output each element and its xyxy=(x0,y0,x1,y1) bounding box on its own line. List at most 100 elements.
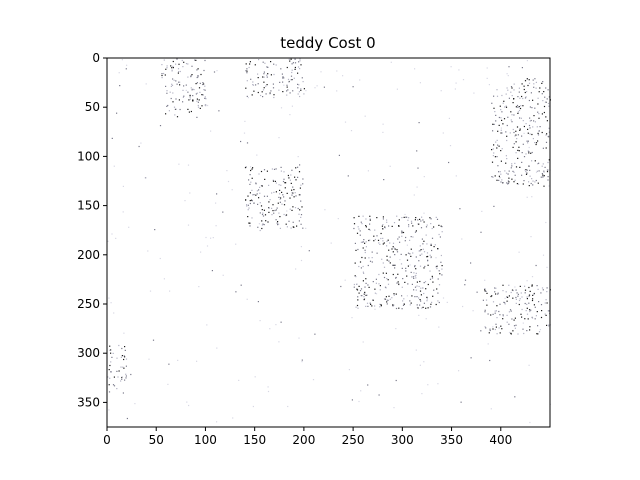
heatmap-cell xyxy=(182,96,184,98)
heatmap-cell xyxy=(272,204,274,206)
heatmap-cell xyxy=(537,288,539,290)
heatmap-cell xyxy=(433,246,435,248)
heatmap-cell xyxy=(547,89,549,91)
heatmap-cell xyxy=(283,213,285,216)
heatmap-cell xyxy=(422,306,424,308)
heatmap-cell xyxy=(523,132,525,134)
heatmap-cell xyxy=(515,106,517,108)
heatmap-cell xyxy=(548,159,550,161)
heatmap-cell xyxy=(524,292,526,294)
heatmap-cell xyxy=(534,121,536,123)
heatmap-cell xyxy=(172,101,174,103)
heatmap-cell xyxy=(437,278,439,280)
x-tick-label: 100 xyxy=(194,433,217,447)
heatmap-cell xyxy=(417,167,419,169)
heatmap-cell xyxy=(392,246,394,248)
heatmap-cell xyxy=(363,239,365,241)
heatmap-cell xyxy=(548,127,550,129)
heatmap-cell xyxy=(170,97,172,100)
heatmap-cell xyxy=(430,244,432,246)
heatmap-cell xyxy=(356,283,358,285)
heatmap-cell xyxy=(386,303,388,305)
heatmap-cell xyxy=(292,206,294,208)
heatmap-cell xyxy=(394,254,396,256)
heatmap-cell xyxy=(330,242,332,244)
heatmap-cell xyxy=(356,232,359,234)
heatmap-cell xyxy=(276,207,278,209)
heatmap-cell xyxy=(299,95,301,98)
heatmap-cell xyxy=(261,91,263,93)
heatmap-cell xyxy=(281,73,283,75)
heatmap-cell xyxy=(500,127,502,129)
heatmap-cell xyxy=(395,307,398,310)
heatmap-cell xyxy=(506,314,508,316)
heatmap-cell xyxy=(485,299,488,301)
heatmap-cell xyxy=(168,110,170,112)
heatmap-cell xyxy=(258,197,260,199)
heatmap-cell xyxy=(430,303,432,305)
heatmap-cell xyxy=(261,224,263,226)
heatmap-cell xyxy=(196,69,198,71)
heatmap-cell xyxy=(188,404,190,407)
heatmap-cell xyxy=(124,379,126,381)
heatmap-cell xyxy=(534,318,536,320)
heatmap-cell xyxy=(383,266,386,268)
heatmap-cell xyxy=(268,207,270,209)
heatmap-cell xyxy=(393,294,395,296)
heatmap-cell xyxy=(401,231,403,233)
y-tick-label: 350 xyxy=(77,395,100,409)
heatmap-cell xyxy=(492,155,494,157)
heatmap-cell xyxy=(480,231,482,233)
heatmap-cell xyxy=(112,384,115,386)
heatmap-cell xyxy=(247,209,249,211)
heatmap-cell xyxy=(195,93,197,95)
heatmap-cell xyxy=(425,234,427,236)
heatmap-cell xyxy=(204,104,206,106)
heatmap-cell xyxy=(238,379,240,381)
heatmap-cell xyxy=(442,132,444,134)
heatmap-cell xyxy=(392,304,394,306)
heatmap-cell xyxy=(231,189,233,191)
heatmap-cell xyxy=(410,255,412,257)
heatmap-cell xyxy=(522,183,524,185)
heatmap-cell xyxy=(501,132,503,134)
heatmap-cell xyxy=(415,217,417,219)
heatmap-cell xyxy=(360,241,362,243)
heatmap-cell xyxy=(247,216,249,218)
heatmap-cell xyxy=(524,302,526,305)
heatmap-cell xyxy=(376,235,378,237)
heatmap-cell xyxy=(516,126,519,128)
heatmap-cell xyxy=(459,208,461,210)
heatmap-cell xyxy=(267,221,269,223)
heatmap-cell xyxy=(494,287,496,289)
heatmap-cell xyxy=(295,268,297,270)
heatmap-cell xyxy=(204,85,206,87)
heatmap-cell xyxy=(187,108,189,110)
heatmap-cell xyxy=(500,325,502,327)
plot-frame xyxy=(106,57,551,428)
y-tick-label: 300 xyxy=(77,346,100,360)
heatmap-cell xyxy=(194,59,196,61)
heatmap-cell xyxy=(523,332,525,335)
heatmap-cell xyxy=(498,175,500,177)
heatmap-cell xyxy=(266,75,268,77)
heatmap-cell xyxy=(291,71,293,74)
heatmap-cell xyxy=(533,83,535,85)
heatmap-cell xyxy=(257,301,259,303)
heatmap-cell xyxy=(358,292,360,294)
heatmap-cell xyxy=(262,215,265,217)
heatmap-cell xyxy=(432,281,434,283)
x-tick-label: 400 xyxy=(489,433,512,447)
heatmap-cell xyxy=(166,105,168,107)
heatmap-cell xyxy=(425,307,427,309)
heatmap-cell xyxy=(293,77,295,79)
heatmap-cell xyxy=(548,325,550,327)
heatmap-cell xyxy=(175,98,177,100)
heatmap-cell xyxy=(426,243,428,245)
heatmap-cell xyxy=(121,376,123,379)
heatmap-cell xyxy=(289,92,291,94)
heatmap-cell xyxy=(484,288,486,290)
heatmap-cell xyxy=(516,183,518,185)
heatmap-cell xyxy=(111,233,113,235)
heatmap-cell xyxy=(441,268,443,270)
